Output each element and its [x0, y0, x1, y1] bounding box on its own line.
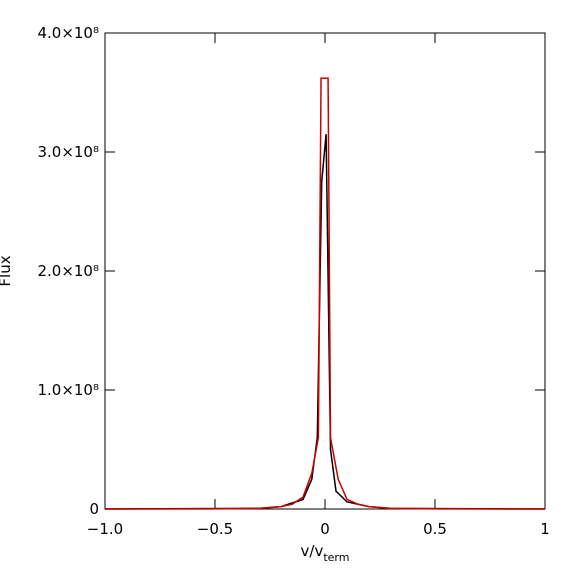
- x-axis-label-main: v/v: [301, 542, 324, 560]
- x-tick-label: 1: [540, 520, 550, 538]
- series-line: [104, 77, 546, 510]
- y-tick-label: 1.0×10⁸: [37, 381, 99, 399]
- x-axis-label-sub: term: [323, 551, 349, 564]
- y-tick-label: 0: [89, 500, 99, 518]
- y-tick-label: 2.0×10⁸: [37, 262, 99, 280]
- plot-frame: [104, 32, 546, 510]
- x-tick-label: −0.5: [197, 520, 233, 538]
- y-tick-label: 3.0×10⁸: [37, 143, 99, 161]
- x-tick-label: 0.5: [423, 520, 447, 538]
- series-line: [104, 134, 546, 510]
- y-tick-label: 4.0×10⁸: [37, 24, 99, 42]
- x-tick-label: 0: [320, 520, 330, 538]
- y-axis-label: Flux: [0, 255, 14, 286]
- x-tick-label: −1.0: [87, 520, 123, 538]
- x-axis-label: v/vterm: [301, 542, 350, 564]
